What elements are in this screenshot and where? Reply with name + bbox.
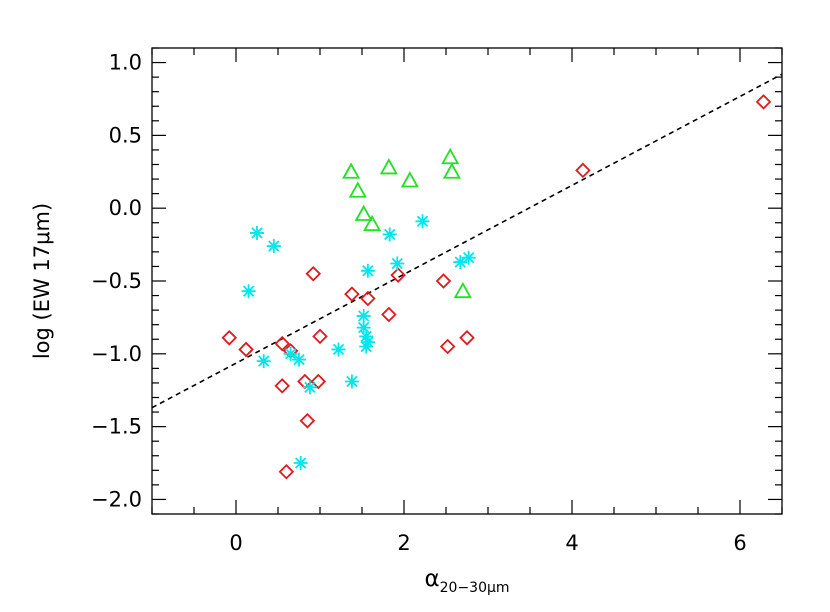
asterisk-point (302, 380, 317, 395)
x-tick-label: 0 (229, 531, 242, 555)
y-tick-label: 0.5 (109, 123, 142, 147)
asterisk-point (283, 346, 298, 361)
diamond-point (435, 273, 452, 289)
triangle-point (442, 162, 461, 179)
asterisk-point (453, 255, 468, 270)
y-tick-label: 1.0 (109, 51, 142, 75)
triangle-point (441, 147, 460, 165)
asterisk-point (356, 308, 371, 323)
asterisk-point (331, 342, 346, 357)
x-tick-label: 2 (397, 531, 410, 555)
asterisk-point (360, 335, 375, 350)
triangle-point (348, 181, 367, 198)
x-axis-label-symbol: α (424, 566, 439, 592)
diamond-point (221, 330, 238, 346)
asterisk-point (292, 352, 306, 367)
diamond-point (238, 341, 254, 358)
asterisk-point (241, 284, 256, 299)
diamond-point (755, 94, 772, 110)
data-points (221, 94, 772, 480)
y-tick-label: 0.0 (109, 196, 142, 220)
diamond-point (575, 162, 591, 179)
asterisk-point (293, 456, 308, 471)
asterisk-point (266, 239, 281, 254)
diamond-point (459, 330, 475, 346)
triangle-point (363, 214, 382, 232)
diamond-point (310, 373, 327, 390)
diamond-point (360, 290, 376, 307)
asterisk-point (360, 263, 375, 278)
diamond-point (299, 413, 316, 429)
asterisk-point (359, 329, 374, 344)
asterisk-point (415, 214, 430, 229)
triangle-point (342, 162, 361, 179)
asterisk-point (356, 320, 371, 335)
diamond-point (439, 338, 456, 355)
y-tick-label: −2.0 (91, 487, 142, 511)
x-tick-label: 6 (733, 531, 746, 555)
asterisk-point (390, 256, 405, 271)
asterisk-point (250, 225, 264, 240)
asterisk-point (344, 374, 359, 389)
diamond-point (278, 463, 295, 480)
asterisk-point (382, 227, 397, 242)
y-tick-label: −1.0 (91, 342, 142, 366)
fit-line (151, 73, 783, 409)
x-axis-label: α20−30μm (424, 566, 509, 596)
axis-ticks (151, 47, 783, 515)
y-tick-label: −0.5 (91, 269, 142, 293)
asterisk-point (461, 250, 476, 265)
triangle-point (400, 171, 419, 188)
y-tick-label: −1.5 (91, 415, 142, 439)
fit-line-group (151, 73, 783, 409)
asterisk-point (359, 339, 374, 354)
triangle-point (379, 158, 398, 175)
triangle-point (453, 281, 472, 299)
triangle-point (354, 204, 373, 221)
asterisk-point (256, 354, 271, 369)
diamond-point (274, 378, 290, 394)
diamond-point (274, 335, 290, 352)
diamond-point (305, 265, 322, 282)
y-axis-label: log (EW 17μm) (30, 203, 54, 359)
x-tick-label: 4 (565, 531, 578, 555)
diamond-point (390, 267, 406, 283)
diamond-point (381, 306, 397, 323)
diamond-point (312, 328, 328, 345)
axis-tick-labels: 0 2 4 6 −2.0 −1.5 −1.0 −0.5 0.0 0.5 1.0 (91, 51, 747, 555)
x-axis-label-subscript: 20−30μm (440, 580, 510, 596)
plot-frame (151, 47, 783, 515)
diamond-point (344, 286, 360, 302)
